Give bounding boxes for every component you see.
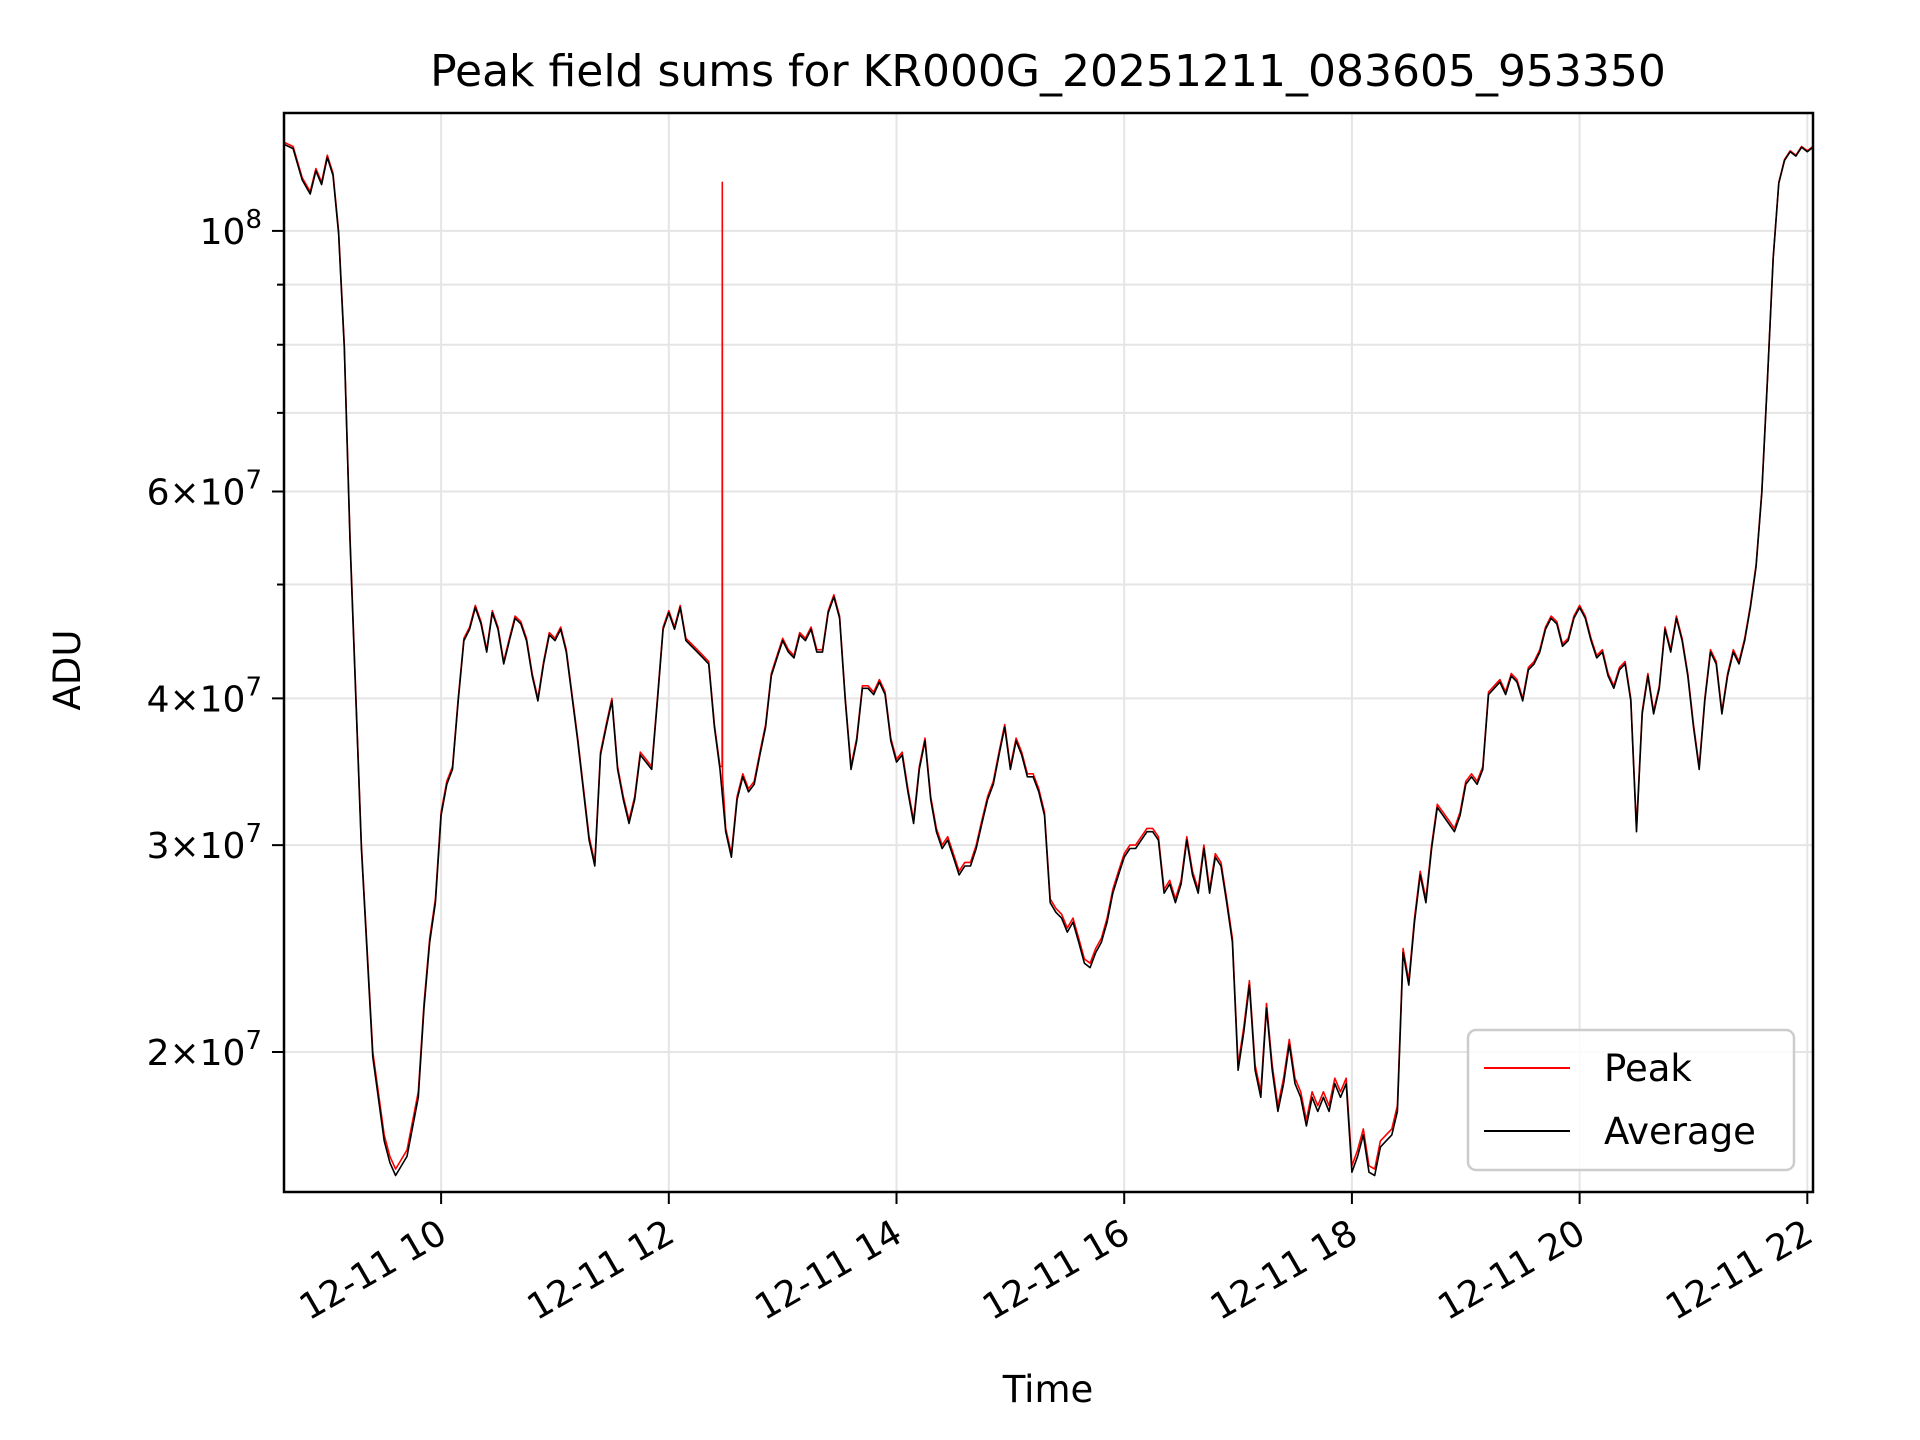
legend-label-peak: Peak [1604, 1047, 1692, 1090]
y-axis-label: ADU [46, 630, 89, 711]
y-tick-label: 6×107 [147, 466, 262, 514]
legend-box [1466, 1028, 1796, 1172]
legend-label-average: Average [1604, 1110, 1756, 1153]
series-layer [284, 141, 1813, 1177]
grid-lines [284, 113, 1813, 1192]
y-tick-label: 3×107 [147, 819, 262, 867]
legend: Peak Average [1466, 1028, 1796, 1172]
y-tick-label: 4×107 [147, 672, 262, 720]
series-line-average [284, 143, 1813, 1177]
y-axis: 2×107 3×107 4×107 6×107 108 [147, 205, 284, 1074]
y-tick-label: 108 [200, 205, 262, 253]
x-axis-label: Time [1002, 1368, 1094, 1411]
plot-frame [282, 111, 1815, 1194]
chart-title: Peak field sums for KR000G_20251211_0836… [430, 46, 1666, 97]
y-tick-label: 2×107 [147, 1026, 262, 1074]
